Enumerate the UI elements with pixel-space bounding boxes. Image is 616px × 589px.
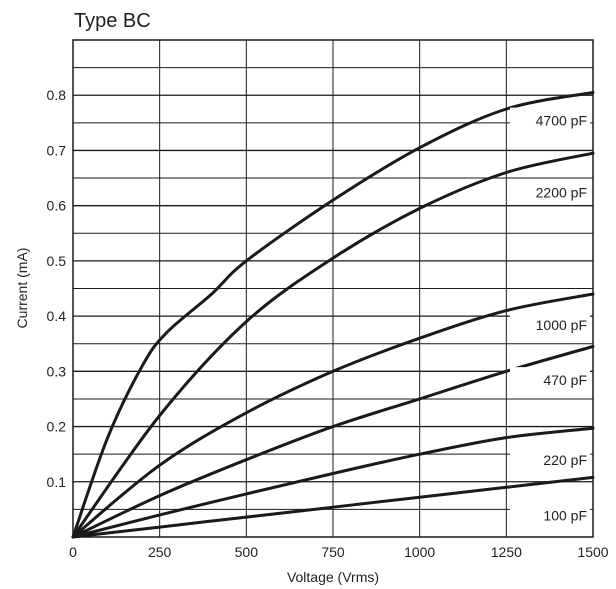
x-tick-label: 1500 xyxy=(577,544,608,560)
series-label-background xyxy=(510,107,590,132)
y-tick-label: 0.7 xyxy=(47,142,67,158)
series-label: 220 pF xyxy=(543,452,587,468)
y-tick-label: 0.6 xyxy=(47,198,67,214)
y-tick-label: 0.3 xyxy=(47,363,67,379)
tick-labels: 0 250 500 750 1000 1250 1500 0.1 0.2 0.3 0.4 0.5 0.6… xyxy=(47,87,609,560)
series-label-background xyxy=(510,179,590,204)
y-axis-label: Current (mA) xyxy=(14,248,30,329)
y-tick-label: 0.5 xyxy=(47,253,67,269)
x-tick-label: 750 xyxy=(321,544,345,560)
series-line xyxy=(71,292,595,539)
x-tick-label: 1250 xyxy=(491,544,522,560)
x-tick-label: 1000 xyxy=(404,544,435,560)
series-line xyxy=(71,91,595,539)
y-tick-label: 0.2 xyxy=(47,419,67,435)
y-tick-label: 0.4 xyxy=(47,308,67,324)
y-tick-label: 0.8 xyxy=(47,87,67,103)
series-group: 4700 pF 2200 pF 1000 pF 470 pF 220 pF 100 pF xyxy=(71,91,595,539)
series-label-background xyxy=(510,367,590,392)
series-line xyxy=(71,151,595,539)
series-line xyxy=(71,426,595,539)
series-label: 100 pF xyxy=(543,507,587,523)
series-label-background xyxy=(510,311,590,336)
series-line xyxy=(71,475,595,539)
series-label: 1000 pF xyxy=(536,317,587,333)
series-label-background xyxy=(510,447,590,472)
series-label-background xyxy=(510,502,590,527)
series-line xyxy=(71,345,595,539)
grid xyxy=(72,40,594,537)
chart-title: Type BC xyxy=(74,10,151,32)
series-label: 470 pF xyxy=(543,372,587,388)
x-tick-label: 0 xyxy=(69,544,77,560)
series-label: 4700 pF xyxy=(536,113,587,129)
x-axis-label: Voltage (Vrms) xyxy=(287,569,379,585)
plot-frame xyxy=(72,39,594,538)
y-tick-label: 0.1 xyxy=(47,474,67,490)
series-label: 2200 pF xyxy=(536,184,587,200)
x-tick-label: 250 xyxy=(148,544,172,560)
x-tick-label: 500 xyxy=(235,544,259,560)
